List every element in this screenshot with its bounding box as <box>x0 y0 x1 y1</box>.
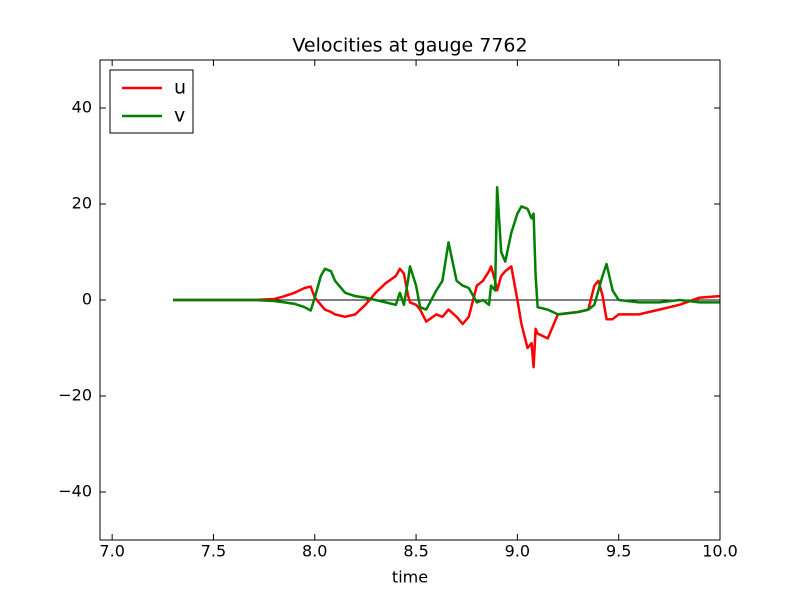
x-tick-label: 9.0 <box>505 542 530 561</box>
y-tick-label: 40 <box>72 98 92 117</box>
plot-frame <box>99 59 721 541</box>
x-tick-label: 7.0 <box>99 542 124 561</box>
y-tick-label: −40 <box>58 482 92 501</box>
y-tick-label: 0 <box>82 290 92 309</box>
series-line <box>172 185 720 316</box>
legend: uv <box>109 69 194 134</box>
x-tick-label: 7.5 <box>201 542 226 561</box>
y-tick-label: −20 <box>58 386 92 405</box>
x-axis-label: time <box>392 568 428 587</box>
y-tick-label: 20 <box>72 194 92 213</box>
legend-label: v <box>174 105 185 127</box>
legend-label: u <box>174 77 186 99</box>
chart-title: Velocities at gauge 7762 <box>292 35 527 57</box>
legend-box <box>109 69 194 134</box>
x-tick-label: 8.5 <box>403 542 428 561</box>
x-tick-label: 10.0 <box>702 542 738 561</box>
x-tick-label: 9.5 <box>606 542 631 561</box>
series-line <box>172 265 721 369</box>
x-tick-label: 8.0 <box>302 542 327 561</box>
